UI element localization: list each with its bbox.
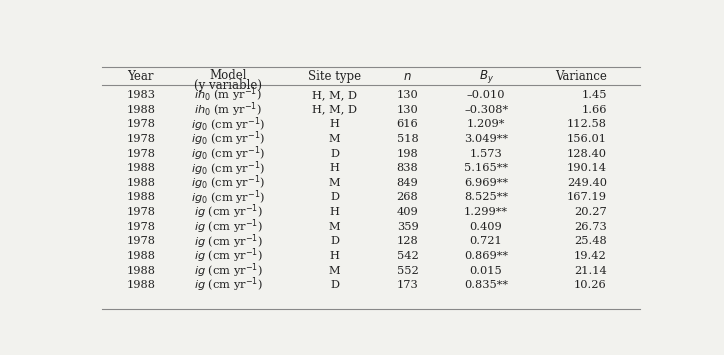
Text: 128.40: 128.40 bbox=[567, 149, 607, 159]
Text: 1978: 1978 bbox=[127, 134, 156, 144]
Text: H: H bbox=[329, 119, 340, 129]
Text: 409: 409 bbox=[397, 207, 418, 217]
Text: 849: 849 bbox=[397, 178, 418, 188]
Text: D: D bbox=[330, 149, 339, 159]
Text: H: H bbox=[329, 207, 340, 217]
Text: 21.14: 21.14 bbox=[574, 266, 607, 275]
Text: $ih_0$ (m yr$^{-1}$): $ih_0$ (m yr$^{-1}$) bbox=[194, 100, 262, 119]
Text: M: M bbox=[329, 222, 340, 232]
Text: 1988: 1988 bbox=[127, 192, 156, 202]
Text: H, M, D: H, M, D bbox=[312, 105, 357, 115]
Text: $B_y$: $B_y$ bbox=[479, 67, 494, 84]
Text: 173: 173 bbox=[397, 280, 418, 290]
Text: 198: 198 bbox=[397, 149, 418, 159]
Text: –0.308*: –0.308* bbox=[464, 105, 508, 115]
Text: D: D bbox=[330, 280, 339, 290]
Text: $ig$ (cm yr$^{-1}$): $ig$ (cm yr$^{-1}$) bbox=[193, 247, 262, 265]
Text: 0.015: 0.015 bbox=[470, 266, 502, 275]
Text: $n$: $n$ bbox=[403, 70, 412, 83]
Text: Site type: Site type bbox=[308, 70, 361, 83]
Text: (y variable): (y variable) bbox=[194, 79, 262, 92]
Text: 1988: 1988 bbox=[127, 280, 156, 290]
Text: 112.58: 112.58 bbox=[567, 119, 607, 129]
Text: H: H bbox=[329, 251, 340, 261]
Text: 1988: 1988 bbox=[127, 266, 156, 275]
Text: $ig$ (cm yr$^{-1}$): $ig$ (cm yr$^{-1}$) bbox=[193, 203, 262, 222]
Text: $ig$ (cm yr$^{-1}$): $ig$ (cm yr$^{-1}$) bbox=[193, 276, 262, 295]
Text: –0.010: –0.010 bbox=[467, 90, 505, 100]
Text: 1978: 1978 bbox=[127, 222, 156, 232]
Text: 1978: 1978 bbox=[127, 119, 156, 129]
Text: 167.19: 167.19 bbox=[567, 192, 607, 202]
Text: 359: 359 bbox=[397, 222, 418, 232]
Text: Variance: Variance bbox=[555, 70, 607, 83]
Text: 128: 128 bbox=[397, 236, 418, 246]
Text: 1988: 1988 bbox=[127, 251, 156, 261]
Text: $ig_0$ (cm yr$^{-1}$): $ig_0$ (cm yr$^{-1}$) bbox=[191, 174, 265, 192]
Text: H: H bbox=[329, 163, 340, 173]
Text: 616: 616 bbox=[397, 119, 418, 129]
Text: 0.869**: 0.869** bbox=[464, 251, 508, 261]
Text: 130: 130 bbox=[397, 90, 418, 100]
Text: 0.721: 0.721 bbox=[470, 236, 502, 246]
Text: 249.40: 249.40 bbox=[567, 178, 607, 188]
Text: 190.14: 190.14 bbox=[567, 163, 607, 173]
Text: 1978: 1978 bbox=[127, 207, 156, 217]
Text: 25.48: 25.48 bbox=[574, 236, 607, 246]
Text: $ig$ (cm yr$^{-1}$): $ig$ (cm yr$^{-1}$) bbox=[193, 232, 262, 251]
Text: 1.209*: 1.209* bbox=[467, 119, 505, 129]
Text: 1978: 1978 bbox=[127, 149, 156, 159]
Text: $ig_0$ (cm yr$^{-1}$): $ig_0$ (cm yr$^{-1}$) bbox=[191, 188, 265, 207]
Text: 838: 838 bbox=[397, 163, 418, 173]
Text: 10.26: 10.26 bbox=[574, 280, 607, 290]
Text: D: D bbox=[330, 192, 339, 202]
Text: $ig$ (cm yr$^{-1}$): $ig$ (cm yr$^{-1}$) bbox=[193, 217, 262, 236]
Text: 1983: 1983 bbox=[127, 90, 156, 100]
Text: 156.01: 156.01 bbox=[567, 134, 607, 144]
Text: 1.45: 1.45 bbox=[581, 90, 607, 100]
Text: 268: 268 bbox=[397, 192, 418, 202]
Text: 20.27: 20.27 bbox=[574, 207, 607, 217]
Text: 1.299**: 1.299** bbox=[464, 207, 508, 217]
Text: 552: 552 bbox=[397, 266, 418, 275]
Text: 26.73: 26.73 bbox=[574, 222, 607, 232]
Text: 8.525**: 8.525** bbox=[464, 192, 508, 202]
Text: Model: Model bbox=[209, 69, 247, 82]
Text: 1988: 1988 bbox=[127, 163, 156, 173]
Text: 542: 542 bbox=[397, 251, 418, 261]
Text: 1.573: 1.573 bbox=[470, 149, 502, 159]
Text: 6.969**: 6.969** bbox=[464, 178, 508, 188]
Text: $ig_0$ (cm yr$^{-1}$): $ig_0$ (cm yr$^{-1}$) bbox=[191, 115, 265, 133]
Text: 1988: 1988 bbox=[127, 178, 156, 188]
Text: H, M, D: H, M, D bbox=[312, 90, 357, 100]
Text: $ig_0$ (cm yr$^{-1}$): $ig_0$ (cm yr$^{-1}$) bbox=[191, 144, 265, 163]
Text: 1978: 1978 bbox=[127, 236, 156, 246]
Text: M: M bbox=[329, 134, 340, 144]
Text: D: D bbox=[330, 236, 339, 246]
Text: 0.835**: 0.835** bbox=[464, 280, 508, 290]
Text: 5.165**: 5.165** bbox=[464, 163, 508, 173]
Text: 1988: 1988 bbox=[127, 105, 156, 115]
Text: $ih_0$ (m yr$^{-1}$): $ih_0$ (m yr$^{-1}$) bbox=[194, 86, 262, 104]
Text: 3.049**: 3.049** bbox=[464, 134, 508, 144]
Text: 1.66: 1.66 bbox=[581, 105, 607, 115]
Text: M: M bbox=[329, 178, 340, 188]
Text: $ig$ (cm yr$^{-1}$): $ig$ (cm yr$^{-1}$) bbox=[193, 261, 262, 280]
Text: $ig_0$ (cm yr$^{-1}$): $ig_0$ (cm yr$^{-1}$) bbox=[191, 130, 265, 148]
Text: $ig_0$ (cm yr$^{-1}$): $ig_0$ (cm yr$^{-1}$) bbox=[191, 159, 265, 178]
Text: 130: 130 bbox=[397, 105, 418, 115]
Text: Year: Year bbox=[127, 70, 153, 83]
Text: M: M bbox=[329, 266, 340, 275]
Text: 19.42: 19.42 bbox=[574, 251, 607, 261]
Text: 0.409: 0.409 bbox=[470, 222, 502, 232]
Text: 518: 518 bbox=[397, 134, 418, 144]
